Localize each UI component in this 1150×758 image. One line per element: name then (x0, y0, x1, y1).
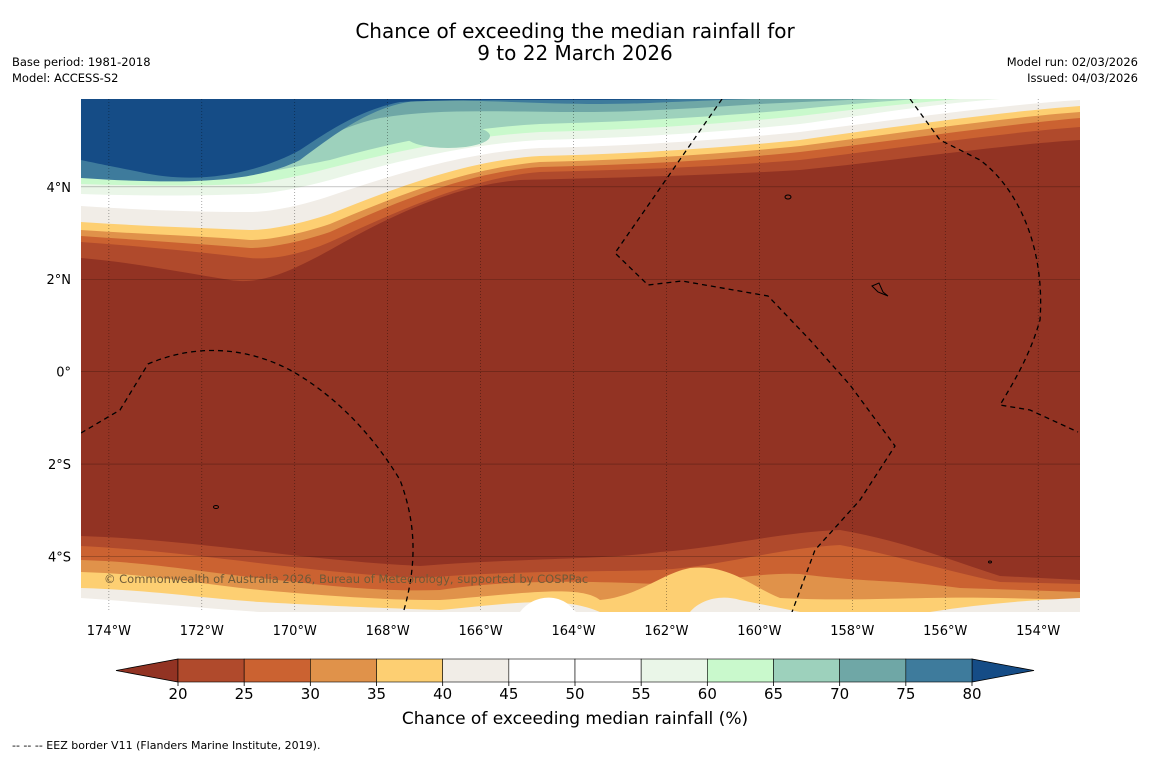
island (871, 282, 889, 297)
colorbar-segment (243, 658, 311, 683)
south-band-35-40 (81, 567, 1080, 612)
colorbar-under-arrow (115, 658, 179, 683)
issued-date: Issued: 04/03/2026 (1027, 71, 1138, 85)
colorbar-over-arrow (971, 658, 1035, 683)
meta-right: Model run: 02/03/2026 Issued: 04/03/2026 (1007, 54, 1138, 86)
title-line-1: Chance of exceeding the median rainfall … (355, 19, 795, 43)
lat-tick-label: 2°N (47, 273, 72, 288)
lon-tick-label: 174°W (87, 624, 131, 639)
model-run: Model run: 02/03/2026 (1006, 55, 1138, 69)
map-title: Chance of exceeding the median rainfall … (0, 20, 1150, 64)
colorbar-tick-label: 55 (632, 685, 651, 703)
south-east-patch-40-45 (930, 598, 1080, 612)
model-name: Model: ACCESS-S2 (12, 71, 119, 85)
colorbar-segment (508, 658, 576, 683)
colorbar-tick-label: 20 (168, 685, 187, 703)
colorbar: 20 25 30 35 40 45 50 55 60 65 70 75 80 (115, 658, 1035, 703)
lon-tick-label: 160°W (737, 624, 781, 639)
colorbar-tick-label: 60 (698, 685, 717, 703)
lat-tick-label: 2°S (48, 458, 71, 473)
eez-border-line (614, 99, 896, 612)
lon-tick-label: 172°W (180, 624, 224, 639)
colorbar-title: Chance of exceeding median rainfall (%) (401, 709, 749, 729)
title-line-2: 9 to 22 March 2026 (477, 41, 673, 65)
island (784, 194, 792, 200)
lon-tick-label: 158°W (830, 624, 874, 639)
colorbar-tick-label: 70 (830, 685, 849, 703)
meta-left: Base period: 1981-2018 Model: ACCESS-S2 (12, 54, 151, 86)
colorbar-tick-label: 40 (433, 685, 452, 703)
colorbar-segment (773, 658, 840, 683)
north-band-above-80 (81, 99, 680, 178)
graticule (81, 99, 1080, 612)
colorbar-tick-label: 50 (565, 685, 584, 703)
north-pocket-65-70 (406, 124, 490, 148)
map-panel: © Commonwealth of Australia 2026, Bureau… (81, 99, 1080, 612)
base-period: Base period: 1981-2018 (12, 55, 151, 69)
lat-tick-label: 4°N (47, 181, 72, 196)
south-patch-40-45 (690, 597, 800, 612)
south-band-45-55 (81, 598, 260, 612)
islands (213, 194, 992, 564)
lon-tick-label: 164°W (551, 624, 595, 639)
colorbar-segment (640, 658, 708, 683)
eez-legend-note: -- -- -- EEZ border V11 (Flanders Marine… (12, 739, 321, 752)
lat-tick-label: 4°S (48, 551, 71, 566)
lon-tick-label: 168°W (366, 624, 410, 639)
eez-border-line (81, 349, 414, 611)
lon-tick-label: 170°W (273, 624, 317, 639)
lon-tick-label: 154°W (1016, 624, 1060, 639)
eez-border-line (909, 99, 1079, 433)
copyright-notice: © Commonwealth of Australia 2026, Bureau… (104, 572, 588, 586)
south-patch-45-55 (520, 597, 576, 612)
lat-axis-labels: 4°N 2°N 0° 2°S 4°S (47, 181, 72, 566)
colorbar-tick-label: 45 (499, 685, 518, 703)
colorbar-tick-label: 75 (896, 685, 915, 703)
lon-tick-label: 156°W (923, 624, 967, 639)
colorbar-segment (177, 658, 245, 683)
south-band-40-45 (81, 588, 600, 612)
colorbar-segment (905, 658, 973, 683)
colorbar-segment (442, 658, 510, 683)
colorbar-tick-label: 35 (367, 685, 386, 703)
colorbar-tick-label: 25 (235, 685, 254, 703)
colorbar-segment (707, 658, 774, 683)
colorbar-tick-label: 30 (301, 685, 320, 703)
colorbar-segment (376, 658, 443, 683)
colorbar-tick-label: 80 (962, 685, 981, 703)
colorbar-segment (574, 658, 642, 683)
colorbar-segment (310, 658, 377, 683)
colorbar-tick-label: 65 (764, 685, 783, 703)
island (213, 505, 219, 509)
island (988, 560, 992, 564)
lon-axis-labels: 174°W 172°W 170°W 168°W 166°W 164°W 162°W 160°W… (87, 624, 1061, 639)
lat-tick-label: 0° (56, 366, 71, 381)
colorbar-segment (839, 658, 907, 683)
eez-borders (81, 99, 1079, 612)
lon-tick-label: 166°W (459, 624, 503, 639)
lon-tick-label: 162°W (644, 624, 688, 639)
